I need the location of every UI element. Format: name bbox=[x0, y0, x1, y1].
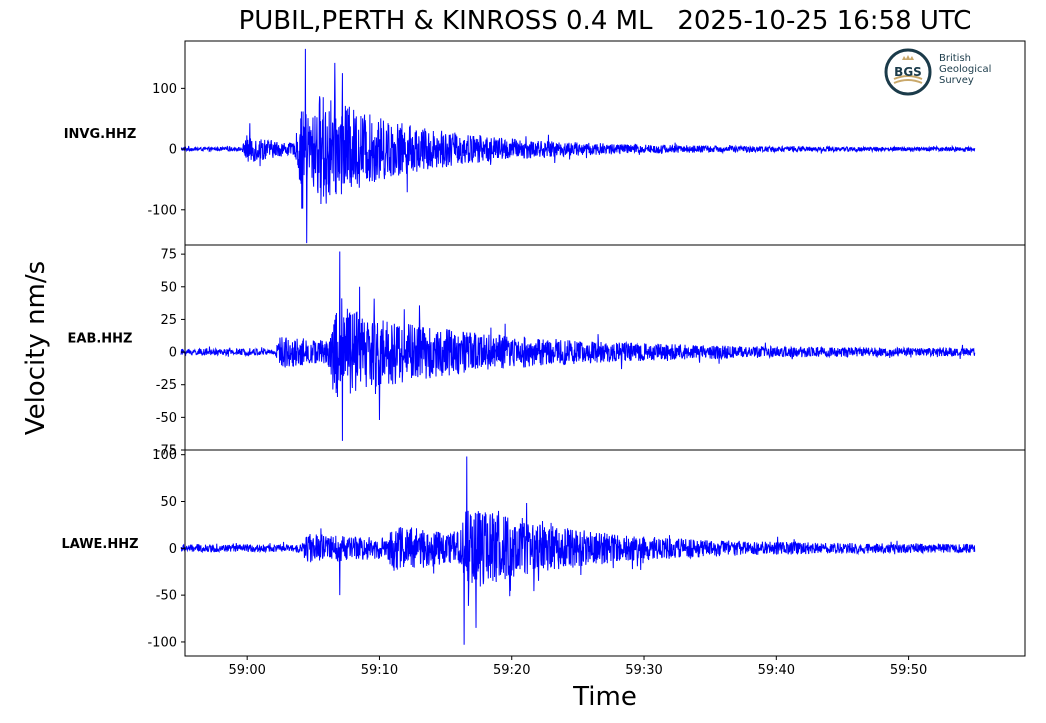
y-tick-label: 0 bbox=[169, 143, 177, 158]
y-tick-label: -100 bbox=[147, 635, 177, 650]
y-tick-label: 50 bbox=[160, 280, 177, 295]
logo-line3: Survey bbox=[939, 75, 974, 86]
x-tick-label: 59:30 bbox=[625, 663, 662, 678]
station-label: INVG.HHZ bbox=[64, 127, 137, 142]
y-tick-label: 50 bbox=[160, 495, 177, 510]
x-tick-label: 59:00 bbox=[228, 663, 265, 678]
y-tick-label: -75 bbox=[156, 444, 177, 459]
y-tick-label: -50 bbox=[156, 589, 177, 604]
waveform-EAB.HHZ bbox=[180, 251, 976, 441]
y-tick-label: 0 bbox=[169, 542, 177, 557]
x-tick-label: 59:10 bbox=[361, 663, 398, 678]
y-tick-label: 0 bbox=[169, 346, 177, 361]
station-label: EAB.HHZ bbox=[68, 332, 133, 347]
y-tick-label: 100 bbox=[152, 448, 177, 463]
logo-line1: British bbox=[939, 53, 971, 64]
station-label: LAWE.HHZ bbox=[61, 537, 138, 552]
y-tick-label: 75 bbox=[160, 248, 177, 263]
logo-line2: Geological bbox=[939, 64, 992, 75]
y-tick-label: -100 bbox=[147, 203, 177, 218]
bgs-logo-icon: BGS bbox=[884, 48, 932, 96]
x-tick-label: 59:40 bbox=[758, 663, 795, 678]
y-tick-label: 100 bbox=[152, 82, 177, 97]
logo-abbr: BGS bbox=[894, 65, 922, 79]
bgs-logo: BGS British Geological Survey bbox=[884, 47, 1004, 97]
chart-title: PUBIL,PERTH & KINROSS 0.4 ML 2025-10-25 … bbox=[238, 6, 972, 36]
waveform-LAWE.HHZ bbox=[180, 456, 976, 645]
y-tick-label: -50 bbox=[156, 411, 177, 426]
panel-frame-LAWE.HHZ bbox=[184, 449, 1026, 657]
waveform-INVG.HHZ bbox=[180, 48, 976, 244]
y-tick-label: -25 bbox=[156, 378, 177, 393]
y-tick-label: 25 bbox=[160, 313, 177, 328]
x-tick-label: 59:50 bbox=[890, 663, 927, 678]
x-tick-label: 59:20 bbox=[493, 663, 530, 678]
x-axis-label: Time bbox=[573, 682, 637, 712]
